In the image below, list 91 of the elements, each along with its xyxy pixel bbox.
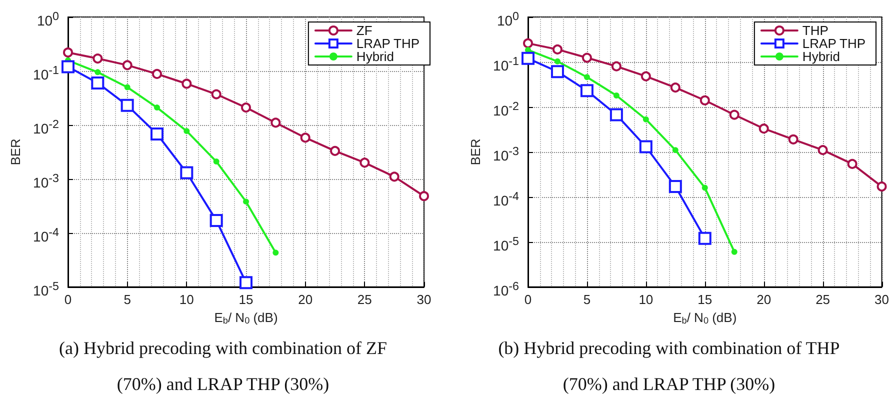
point — [640, 71, 651, 82]
point — [670, 82, 680, 93]
text: (a) Hybrid precoding with combination of ZF (70%) and LRAP THP (30%) — [58, 337, 388, 396]
y-tick-label: 10$^{-3}$ — [33, 170, 59, 191]
x-tick-label: 25 — [357, 292, 372, 307]
point — [330, 146, 340, 156]
point — [580, 84, 594, 98]
y-tick-label: 10$^{-2}$ — [33, 116, 59, 137]
point — [62, 60, 74, 74]
point — [240, 276, 252, 290]
point — [213, 158, 220, 165]
y-tick-label: 10$^{-6}$ — [493, 278, 519, 298]
point — [847, 158, 858, 169]
point — [672, 147, 678, 154]
point — [642, 116, 649, 122]
y-tick-label: 10$^{-4}$ — [493, 188, 519, 209]
y-tick-label: 10$^{-1}$ — [493, 54, 519, 74]
point — [92, 54, 103, 64]
point — [182, 78, 192, 89]
x-tick-label: 0 — [64, 292, 72, 307]
y-axis-title: BER — [8, 138, 23, 166]
point — [788, 134, 798, 144]
point — [389, 172, 400, 182]
point — [120, 98, 134, 112]
y-tick-label: 10$^{-3}$ — [493, 144, 519, 164]
point — [150, 127, 164, 140]
point — [272, 250, 279, 256]
x-tick-label: 5 — [124, 292, 131, 307]
point — [154, 104, 160, 111]
legend-label: Hybrid — [802, 49, 840, 64]
point — [702, 184, 708, 191]
point — [698, 232, 712, 245]
legend-label: ZF — [356, 23, 372, 38]
legend-label: THP — [802, 23, 828, 38]
point — [611, 61, 622, 72]
x-tick-label: 20 — [298, 292, 313, 307]
point — [63, 47, 73, 58]
y-tick-label: 10$^{-5}$ — [33, 278, 59, 298]
point — [300, 132, 310, 143]
point — [731, 248, 738, 255]
point — [122, 60, 132, 70]
point — [94, 69, 101, 76]
point — [184, 128, 190, 134]
y-axis-title: BER — [468, 138, 483, 166]
point — [876, 182, 887, 192]
y-tick-label: 10$^{-4}$ — [33, 224, 59, 245]
legend-label: LRAP THP — [802, 36, 866, 51]
point — [700, 95, 710, 106]
point — [180, 166, 194, 180]
point — [729, 110, 740, 120]
point — [610, 108, 623, 122]
point — [360, 158, 370, 168]
y-tick-label: 10$^{0}$ — [496, 9, 519, 29]
y-tick-label: 10$^{-1}$ — [33, 62, 59, 83]
point — [818, 145, 828, 156]
point — [523, 38, 533, 48]
y-tick-label: 10$^{-2}$ — [493, 98, 519, 119]
legend-label: LRAP THP — [356, 36, 420, 51]
point — [582, 52, 592, 63]
x-tick-label: 20 — [756, 292, 772, 307]
legend-label: Hybrid — [356, 49, 394, 64]
x-tick-label: 10 — [638, 292, 654, 307]
point — [522, 52, 534, 65]
point — [668, 180, 682, 194]
text: (b) Hybrid precoding with combination of THP (70%) and LRAP THP (30%) — [497, 337, 841, 396]
point — [419, 191, 429, 202]
point — [758, 124, 769, 134]
x-tick-label: 15 — [698, 292, 712, 307]
x-tick-label: 10 — [179, 292, 194, 307]
point — [243, 198, 249, 205]
x-tick-label: 30 — [874, 292, 890, 307]
point — [241, 102, 251, 113]
x-tick-label: 25 — [816, 292, 830, 307]
x-tick-label: 30 — [416, 292, 432, 307]
point — [613, 92, 620, 98]
point — [211, 89, 222, 100]
point — [639, 140, 652, 154]
point — [554, 58, 560, 64]
point — [584, 74, 590, 80]
x-tick-label: 15 — [238, 292, 254, 307]
point — [550, 65, 564, 78]
y-tick-label: 10$^{-5}$ — [493, 234, 519, 254]
y-tick-label: 10$^{0}$ — [36, 9, 59, 29]
point — [91, 76, 104, 90]
point — [152, 68, 162, 79]
x-tick-label: 0 — [524, 292, 532, 307]
point — [210, 214, 223, 227]
point — [124, 84, 130, 90]
x-tick-label: 5 — [583, 292, 591, 307]
point — [552, 44, 562, 54]
point — [270, 118, 281, 128]
